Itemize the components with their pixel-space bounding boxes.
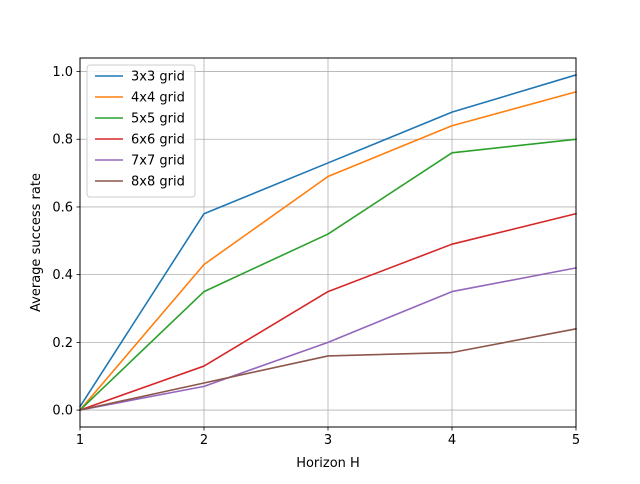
x-axis-ticks: 1 2 3 4 5 (76, 427, 580, 448)
series-line (78, 138, 577, 412)
y-tick-label: 0.8 (52, 133, 73, 148)
grid-lines (79, 58, 577, 427)
x-tick-label: 1 (76, 433, 84, 448)
y-tick-label: 0.6 (52, 200, 73, 215)
legend: 3x3 grid 4x4 grid 5x5 grid 6x6 grid 7x7 grid… (86, 64, 196, 198)
x-tick-label: 4 (448, 433, 456, 448)
y-tick-label: 1.0 (52, 65, 73, 80)
y-tick-label: 0.0 (52, 404, 73, 419)
x-tick-label: 5 (572, 433, 580, 448)
y-tick-label: 0.2 (52, 336, 73, 351)
legend-label: 3x3 grid (131, 70, 185, 85)
series-line (79, 327, 577, 412)
y-axis-label: Average success rate (29, 173, 44, 312)
series-line (78, 90, 577, 412)
x-axis-label: Horizon H (296, 456, 360, 471)
legend-label: 5x5 grid (131, 112, 185, 127)
x-tick-label: 3 (324, 433, 332, 448)
series-line (79, 266, 577, 412)
legend-box (86, 64, 196, 198)
series-line (78, 212, 577, 412)
legend-label: 7x7 grid (131, 154, 185, 169)
legend-label: 6x6 grid (131, 133, 185, 148)
legend-label: 8x8 grid (131, 175, 185, 190)
y-axis-ticks: 0.0 0.2 0.4 0.6 0.8 1.0 (52, 65, 80, 419)
series-line (78, 73, 577, 408)
legend-label: 4x4 grid (131, 91, 185, 106)
series-lines (78, 73, 577, 412)
y-tick-label: 0.4 (52, 268, 73, 283)
x-tick-label: 2 (200, 433, 208, 448)
